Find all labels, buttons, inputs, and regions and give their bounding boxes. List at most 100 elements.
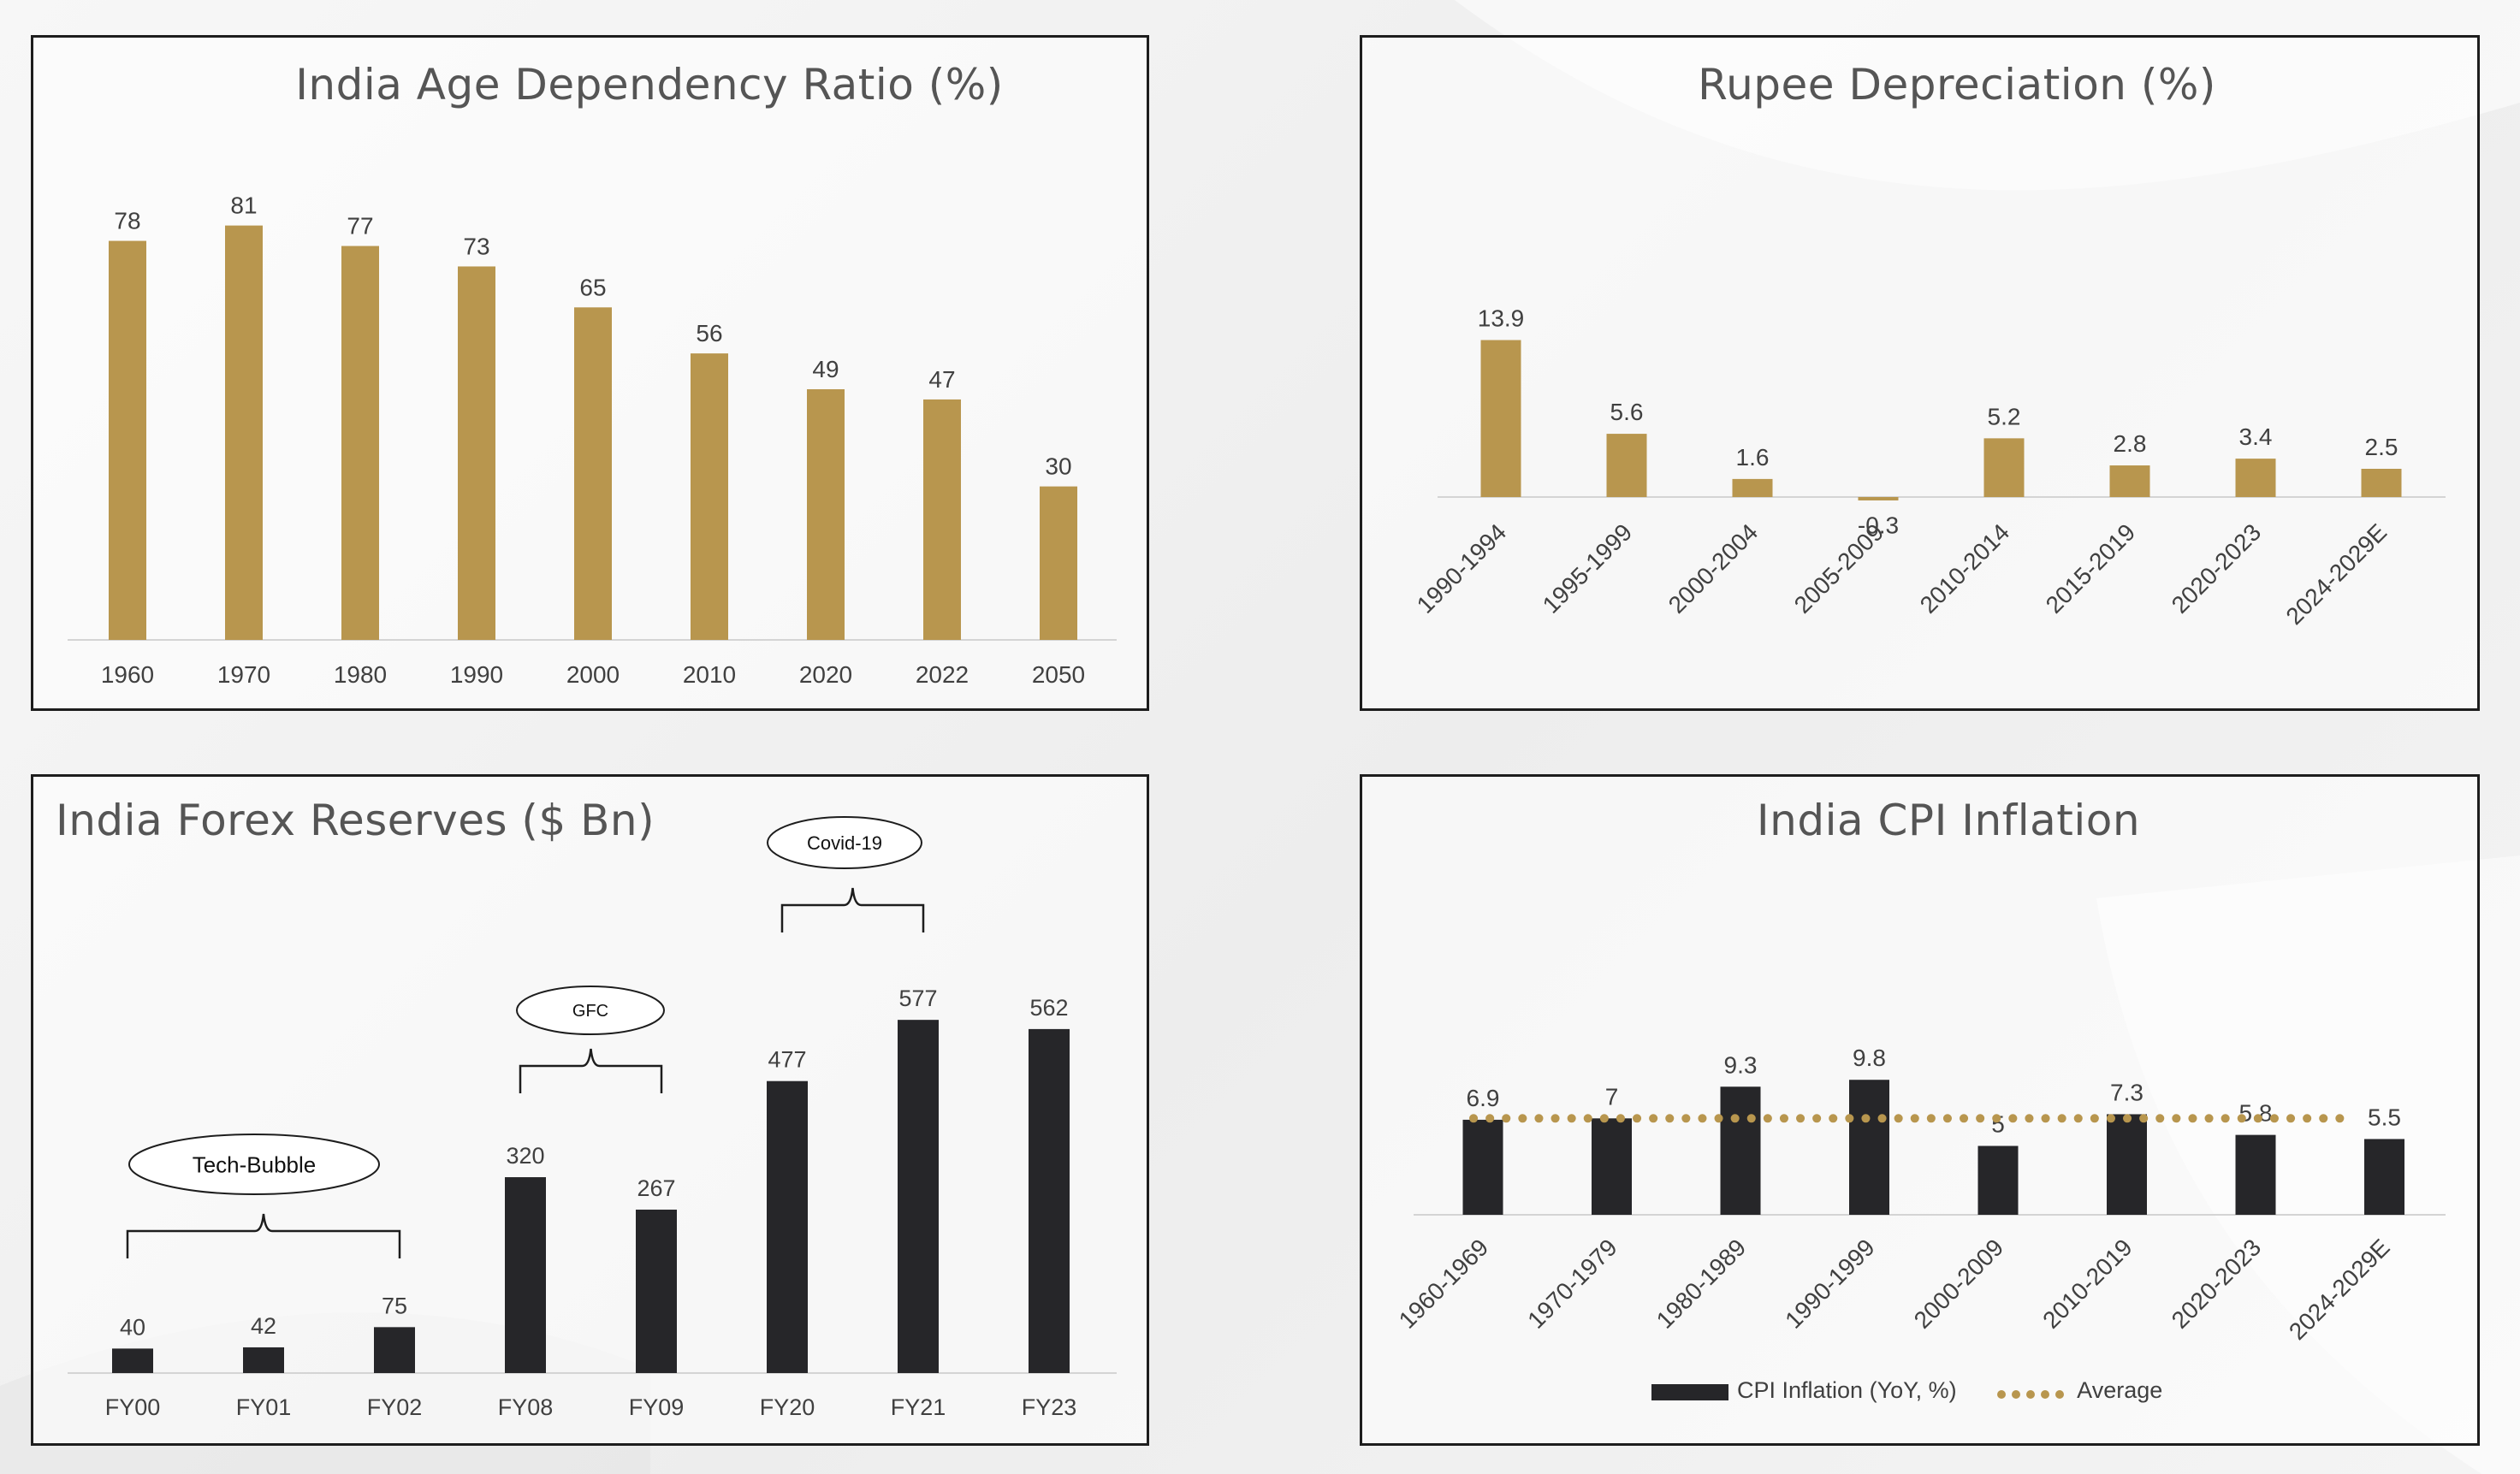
data-label: 30 (1045, 453, 1071, 480)
bar (2235, 1134, 2276, 1215)
x-tick-label: 2000 (566, 661, 620, 688)
x-tick-label: 2000-2009 (1909, 1234, 2009, 1334)
bar (505, 1177, 546, 1373)
bar (1858, 497, 1899, 500)
bar (458, 266, 495, 640)
rupee-depreciation-title: Rupee Depreciation (%) (1698, 60, 2216, 110)
x-tick-label: 2010-2014 (1915, 518, 2015, 619)
data-label: 75 (382, 1293, 407, 1318)
bar (243, 1347, 284, 1373)
bar (767, 1080, 808, 1373)
bar (112, 1348, 153, 1373)
annotation-bubble (516, 986, 665, 1035)
bar (1462, 1119, 1503, 1215)
bar (109, 240, 146, 640)
x-tick-label: 1980-1989 (1651, 1234, 1752, 1334)
x-tick-label: 2024-2029E (2280, 518, 2392, 630)
x-tick-label: 2005-2009 (1789, 518, 1889, 619)
data-label: 267 (637, 1175, 675, 1201)
legend-label-cpi: CPI Inflation (YoY, %) (1737, 1377, 1957, 1404)
bar (2361, 469, 2402, 497)
annotation-bracket (519, 1048, 663, 1093)
bar (807, 388, 845, 640)
x-tick-label: 2020 (799, 661, 852, 688)
x-tick-label: 2022 (916, 661, 969, 688)
data-label: 9.3 (1724, 1051, 1758, 1078)
x-tick-label: 2010 (683, 661, 736, 688)
legend-swatch-average (1997, 1378, 2070, 1405)
data-label: 81 (230, 192, 257, 219)
x-tick-label: 1990 (450, 661, 503, 688)
bar (1480, 340, 1521, 497)
forex-reserves-panel: India Forex Reserves ($ Bn) 40 FY00 42 FY01… (31, 774, 1149, 1446)
data-label: 9.8 (1853, 1045, 1886, 1071)
age-dependency-chart: 78 1960 81 1970 77 1980 73 1990 65 2000 56 2010 49 20… (68, 192, 1117, 688)
data-label: 562 (1029, 995, 1068, 1021)
x-tick-label: 2024-2029E (2284, 1234, 2395, 1345)
data-label: 5.8 (2239, 1100, 2273, 1127)
data-label: 49 (812, 356, 839, 382)
x-tick-label: FY23 (1022, 1394, 1077, 1420)
data-label: 13.9 (1478, 305, 1525, 332)
bar (1849, 1080, 1889, 1215)
rupee-depreciation-panel: Rupee Depreciation (%) 13.9 1990-1994 5.6 1… (1360, 35, 2480, 711)
data-label: 56 (696, 320, 722, 346)
x-tick-label: FY08 (498, 1394, 554, 1420)
bar (2107, 1114, 2147, 1215)
data-label: 7.3 (2110, 1079, 2143, 1105)
x-tick-label: FY09 (629, 1394, 685, 1420)
data-label: 77 (347, 213, 373, 240)
cpi-inflation-panel: India CPI Inflation 6.9 1960-1969 7 1970-19… (1360, 774, 2480, 1446)
bar (1983, 438, 2025, 497)
age-dependency-title: India Age Dependency Ratio (%) (295, 60, 1004, 110)
annotation-bracket (126, 1213, 401, 1258)
x-tick-label: 1970 (217, 661, 270, 688)
x-tick-label: 2000-2004 (1663, 518, 1764, 619)
data-label: 477 (768, 1047, 806, 1073)
legend-label-average: Average (2077, 1376, 2163, 1403)
bar (1592, 1118, 1632, 1215)
bar (636, 1209, 677, 1373)
x-tick-label: 2015-2019 (2041, 518, 2141, 619)
x-tick-label: FY01 (236, 1394, 292, 1420)
bar (2364, 1139, 2404, 1215)
x-tick-label: FY21 (891, 1394, 946, 1420)
legend-swatch-cpi (1651, 1383, 1728, 1400)
bar (1720, 1086, 1761, 1215)
data-label: 2.5 (2365, 434, 2398, 460)
data-label: 5.2 (1988, 403, 2021, 429)
x-tick-label: 1960-1969 (1394, 1234, 1494, 1334)
data-label: 5.6 (1610, 399, 1644, 425)
x-tick-label: 1990-1994 (1412, 518, 1512, 619)
x-tick-label: 2050 (1032, 661, 1085, 688)
data-label: 40 (120, 1314, 145, 1340)
annotation-bracket (780, 887, 925, 932)
bar (691, 353, 728, 640)
annotation-bubble (767, 816, 922, 869)
x-tick-label: FY02 (367, 1394, 423, 1420)
annotation-label: Covid-19 (807, 832, 882, 854)
data-label: 7 (1605, 1083, 1619, 1110)
data-label: 42 (251, 1313, 276, 1339)
data-label: 2.8 (2114, 430, 2147, 457)
bar (341, 246, 379, 640)
data-label: 47 (928, 366, 955, 393)
data-label: 5.5 (2368, 1104, 2401, 1130)
forex-reserves-chart: 40 FY00 42 FY01 75 FY02 320 FY08 267 FY09 477 FY20 5… (68, 816, 1117, 1420)
bar (225, 225, 263, 640)
data-label: 78 (114, 208, 140, 234)
x-tick-label: 2010-2019 (2037, 1234, 2138, 1334)
x-tick-label: 1980 (334, 661, 387, 688)
x-tick-label: 1960 (101, 661, 154, 688)
data-label: -0.3 (1858, 512, 1899, 538)
x-tick-label: 2020-2023 (2167, 1234, 2267, 1334)
x-tick-label: 1995-1999 (1538, 518, 1638, 619)
bar (374, 1327, 415, 1373)
annotation-label: Tech-Bubble (193, 1151, 317, 1177)
data-label: 3.4 (2239, 423, 2273, 450)
bar (1606, 434, 1647, 497)
x-tick-label: FY00 (105, 1394, 161, 1420)
bar (1040, 486, 1077, 640)
bar (923, 399, 961, 640)
bar (1977, 1145, 2019, 1215)
